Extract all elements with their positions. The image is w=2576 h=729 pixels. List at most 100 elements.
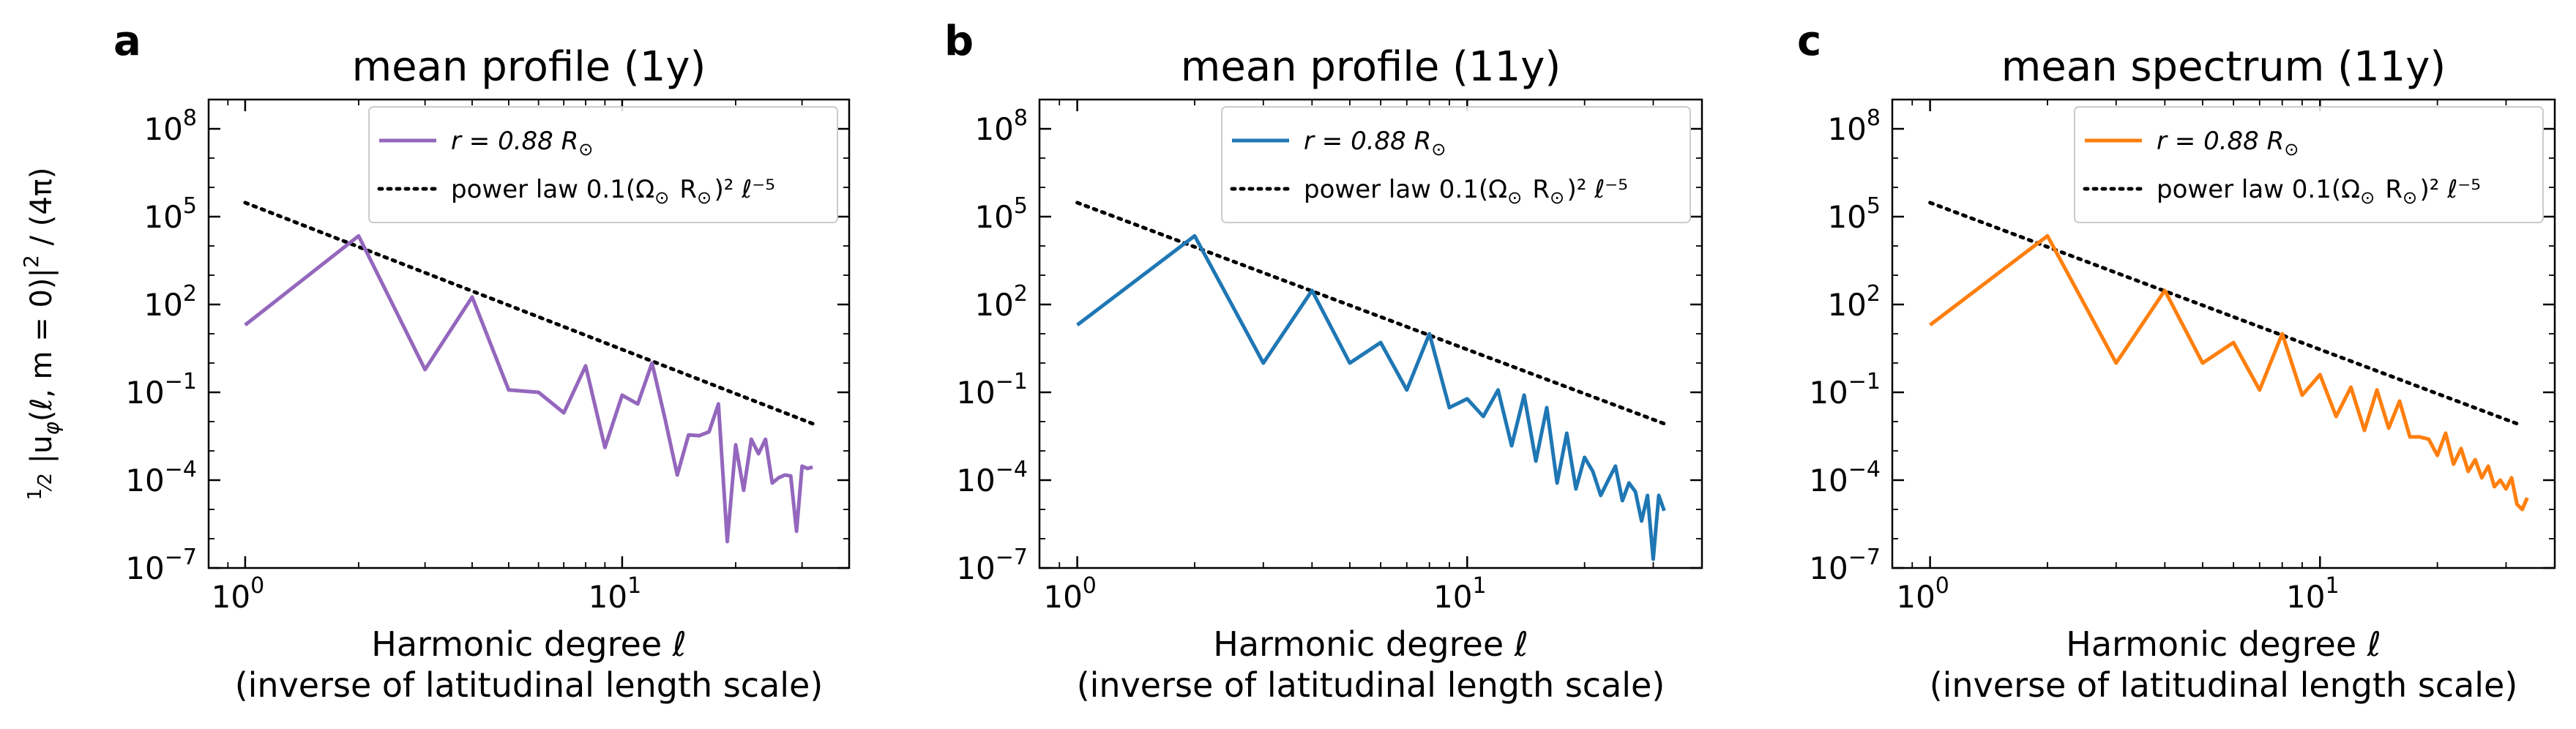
tick-exp: −4 — [165, 457, 197, 482]
panel-letter: a — [113, 18, 141, 65]
tick-exp: 1 — [2325, 573, 2339, 599]
y-tick-label: 10−7 — [1809, 545, 1881, 586]
legend-powerlaw-text: )² ℓ⁻⁵ — [714, 175, 775, 204]
panel-letter: b — [944, 18, 974, 65]
legend-powerlaw-text: R — [672, 175, 697, 204]
y-tick-label: 102 — [1827, 281, 1881, 323]
legend-series-sun-sub: ⊙ — [2284, 139, 2299, 160]
legend: r = 0.88 R⊙ power law 0.1(Ω⊙ R⊙ )² ℓ⁻⁵ — [2074, 106, 2544, 223]
tick-exp: −4 — [1848, 457, 1881, 482]
y-tick-label: 105 — [974, 193, 1028, 235]
y-tick-label: 102 — [143, 281, 197, 323]
legend: r = 0.88 R⊙ power law 0.1(Ω⊙ R⊙ )² ℓ⁻⁵ — [368, 106, 838, 223]
y-tick-label: 102 — [974, 281, 1028, 323]
tick-base: 10 — [974, 199, 1013, 235]
tick-base: 10 — [143, 199, 182, 235]
tick-base: 10 — [143, 287, 182, 323]
legend-series-sun-sub: ⊙ — [1431, 139, 1446, 160]
y-tick-label: 105 — [1827, 193, 1881, 235]
tick-base: 10 — [1809, 463, 1848, 498]
power-law-line — [1928, 201, 2519, 426]
legend-series-label: r = 0.88 R⊙ — [1304, 127, 1449, 160]
panel-letter: c — [1797, 18, 1821, 65]
tick-base: 10 — [974, 111, 1013, 147]
y-tick-label: 108 — [974, 105, 1028, 147]
y-tick-label: 108 — [1827, 105, 1881, 147]
y-axis-label: 1⁄2 |uφ(ℓ, m = 0)|2 / (4π) — [19, 168, 64, 501]
x-axis-label-line2: (inverse of latitudinal length scale) — [1930, 665, 2518, 705]
tick-base: 10 — [1827, 199, 1866, 235]
tick-exp: −7 — [996, 545, 1028, 570]
ylabel-tail: / (4π) — [25, 168, 59, 255]
legend-powerlaw-text: power law 0.1(Ω — [451, 175, 654, 204]
x-tick-label: 100 — [1896, 573, 1949, 615]
tick-exp: 1 — [1472, 573, 1486, 599]
tick-base: 10 — [1809, 550, 1848, 586]
x-tick-label: 100 — [1043, 573, 1097, 615]
series-line — [1929, 233, 2529, 512]
series-line — [1076, 233, 1666, 561]
y-tick-label: 105 — [143, 193, 197, 235]
tick-base: 10 — [143, 111, 182, 147]
legend-powerlaw-sun-sub: ⊙ — [2360, 187, 2375, 208]
tick-base: 10 — [2286, 579, 2325, 615]
legend-box — [2074, 106, 2544, 223]
y-tick-label: 10−7 — [956, 545, 1028, 586]
y-tick-label: 10−1 — [956, 369, 1028, 411]
tick-exp: 8 — [183, 105, 197, 131]
tick-base: 10 — [1896, 579, 1935, 615]
legend-powerlaw-sun-sub: ⊙ — [697, 187, 712, 208]
legend-powerlaw-label: power law 0.1(Ω⊙ R⊙ )² ℓ⁻⁵ — [2157, 175, 2481, 208]
legend-box — [1221, 106, 1691, 223]
x-tick-label: 101 — [2286, 573, 2340, 615]
tick-exp: 8 — [1867, 105, 1881, 131]
tick-exp: 2 — [1014, 281, 1028, 307]
tick-exp: −7 — [165, 545, 197, 570]
tick-exp: 0 — [250, 573, 264, 599]
tick-exp: 0 — [1935, 573, 1949, 599]
legend-powerlaw-text: power law 0.1(Ω — [1304, 175, 1507, 204]
legend-series-text: r = 0.88 R — [451, 127, 578, 156]
legend-series-text: r = 0.88 R — [2157, 127, 2284, 156]
tick-exp: 5 — [1014, 193, 1028, 219]
tick-exp: 0 — [1083, 573, 1097, 599]
tick-exp: −1 — [996, 369, 1028, 395]
tick-exp: 1 — [627, 573, 641, 599]
tick-base: 10 — [1809, 375, 1848, 411]
tick-base: 10 — [1043, 579, 1082, 615]
tick-exp: 5 — [1867, 193, 1881, 219]
y-tick-label: 10−4 — [1809, 457, 1881, 498]
legend-series-label: r = 0.88 R⊙ — [2157, 127, 2301, 160]
legend-powerlaw-sun-sub: ⊙ — [1550, 187, 1564, 208]
legend-powerlaw-text: R — [2378, 175, 2403, 204]
x-axis-label-line1: Harmonic degree ℓ — [2066, 624, 2381, 664]
legend-powerlaw-sun-sub: ⊙ — [1507, 187, 1522, 208]
panel-title: mean profile (11y) — [1181, 43, 1561, 91]
ylabel-body: |u — [25, 435, 59, 473]
ylabel-args: (ℓ, m = 0)| — [25, 268, 59, 422]
tick-exp: −4 — [996, 457, 1028, 482]
tick-exp: −1 — [165, 369, 197, 395]
y-tick-label: 10−7 — [125, 545, 197, 586]
tick-base: 10 — [1433, 579, 1472, 615]
y-tick-label: 108 — [143, 105, 197, 147]
tick-base: 10 — [125, 375, 164, 411]
tick-base: 10 — [956, 463, 995, 498]
x-tick-label: 101 — [589, 573, 642, 615]
legend-series-text: r = 0.88 R — [1304, 127, 1431, 156]
legend-powerlaw-label: power law 0.1(Ω⊙ R⊙ )² ℓ⁻⁵ — [1304, 175, 1628, 208]
tick-exp: 2 — [1867, 281, 1881, 307]
panel-title: mean profile (1y) — [352, 43, 706, 91]
legend-series-reset — [1446, 127, 1448, 156]
ylabel-frac-num: 1 — [24, 488, 46, 501]
legend-powerlaw-text: )² ℓ⁻⁵ — [1567, 175, 1628, 204]
x-tick-label: 101 — [1433, 573, 1487, 615]
y-tick-label: 10−4 — [956, 457, 1028, 498]
tick-base: 10 — [589, 579, 627, 615]
y-tick-label: 10−1 — [1809, 369, 1881, 411]
series-line — [244, 233, 813, 544]
tick-exp: 8 — [1014, 105, 1028, 131]
